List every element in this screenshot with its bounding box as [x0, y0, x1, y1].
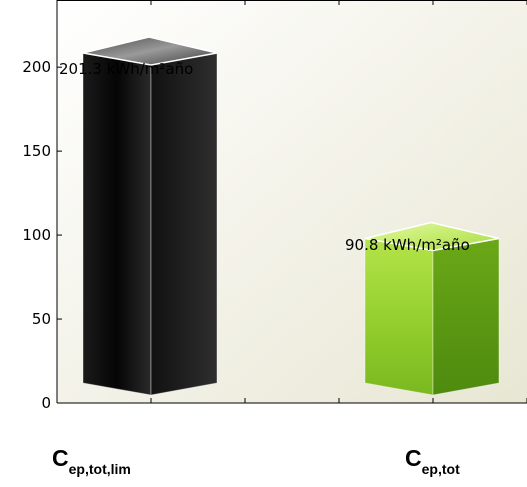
bar-2-top-face — [364, 221, 500, 252]
y-tick-label-50: 50 — [32, 310, 51, 328]
bar-1-side-face — [150, 52, 218, 396]
y-tick-label-200: 200 — [22, 58, 51, 76]
category-label-c-ep-tot-lim: Cep,tot,lim — [52, 445, 131, 477]
bar-2 — [364, 221, 500, 396]
category-label-c-ep-tot: Cep,tot — [405, 445, 460, 477]
category-label-subscript: ep,tot — [421, 461, 460, 477]
bar-1-top-face — [82, 36, 218, 66]
bar-2-front-face — [364, 237, 434, 396]
category-label-main: C — [405, 445, 422, 471]
y-tick-label-150: 150 — [22, 142, 51, 160]
bar-2-side-face — [432, 237, 500, 396]
y-tick-label-0: 0 — [41, 394, 51, 412]
bar-1-front-face — [82, 52, 152, 396]
y-tick-label-100: 100 — [22, 226, 51, 244]
data-label-1: 201.3 kWh/m²año — [59, 60, 193, 78]
bar-1 — [82, 36, 218, 396]
category-label-main: C — [52, 445, 69, 471]
category-label-subscript: ep,tot,lim — [68, 461, 131, 477]
data-label-2: 90.8 kWh/m²año — [345, 236, 470, 254]
